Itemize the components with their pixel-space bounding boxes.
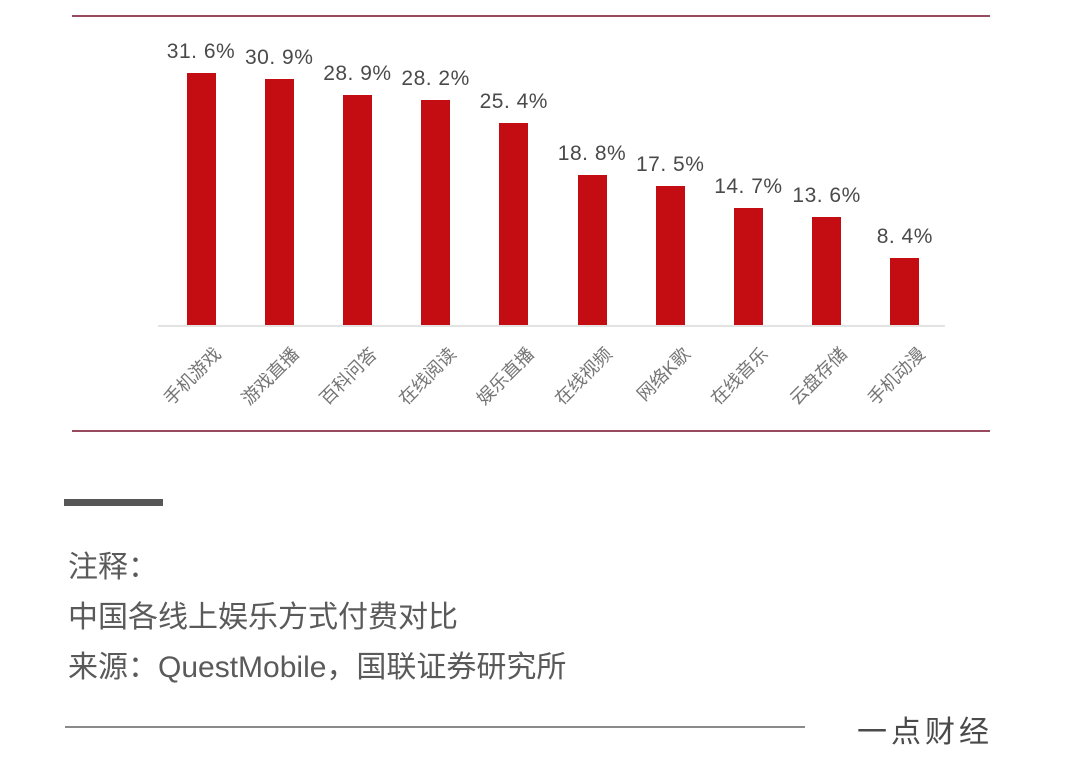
bar-value-label: 14. 7% bbox=[714, 175, 783, 198]
x-axis-label: 百科问答 bbox=[316, 343, 382, 409]
bar bbox=[421, 100, 451, 325]
x-axis-label: 在线阅读 bbox=[394, 343, 460, 409]
bar-value-label: 13. 6% bbox=[792, 184, 861, 207]
note-label: 注释： bbox=[68, 551, 158, 584]
note-accent-bar bbox=[64, 499, 163, 506]
chart-bottom-divider bbox=[72, 430, 990, 432]
brand-name: 一点财经 bbox=[857, 716, 993, 749]
bar bbox=[499, 123, 529, 325]
x-axis-label: 娱乐直播 bbox=[472, 343, 538, 409]
bar-value-label: 31. 6% bbox=[166, 40, 236, 63]
bar bbox=[733, 208, 763, 325]
source-note: 来源：QuestMobile，国联证券研究所 bbox=[68, 651, 567, 684]
bar-value-label: 28. 2% bbox=[401, 67, 470, 90]
x-axis-label: 手机游戏 bbox=[159, 343, 225, 409]
bar-value-label: 17. 5% bbox=[635, 153, 705, 176]
x-axis-label: 游戏直播 bbox=[238, 343, 304, 409]
x-axis-label: 手机动漫 bbox=[863, 343, 929, 409]
bar bbox=[342, 95, 372, 325]
notes-block: 注释： 中国各线上娱乐方式付费对比 来源：QuestMobile，国联证券研究所 bbox=[68, 543, 566, 693]
x-axis-label: 在线音乐 bbox=[707, 343, 773, 409]
bar-chart: 31. 6% 手机游戏 30. 9% 游戏直播 28. 9% 百科问答 28. 2% 在线阅读… bbox=[158, 40, 945, 409]
bar bbox=[890, 258, 920, 325]
bar bbox=[577, 175, 607, 325]
x-axis-label: 云盘存储 bbox=[785, 343, 851, 409]
x-axis-line bbox=[158, 325, 945, 327]
bar-value-label: 28. 9% bbox=[323, 62, 392, 85]
top-divider bbox=[72, 15, 990, 17]
footer-divider bbox=[65, 726, 805, 728]
bar-value-label: 18. 8% bbox=[557, 142, 627, 165]
bar-value-label: 25. 4% bbox=[479, 90, 548, 113]
chart-title-note: 中国各线上娱乐方式付费对比 bbox=[68, 601, 458, 634]
bar bbox=[812, 217, 842, 325]
bar-value-label: 30. 9% bbox=[244, 46, 314, 69]
bar bbox=[186, 73, 216, 325]
bar-value-label: 8. 4% bbox=[876, 225, 933, 248]
bar bbox=[655, 186, 685, 325]
bar bbox=[264, 79, 294, 325]
x-axis-label: 在线视频 bbox=[550, 343, 616, 409]
x-axis-label: 网络K歌 bbox=[633, 343, 695, 405]
